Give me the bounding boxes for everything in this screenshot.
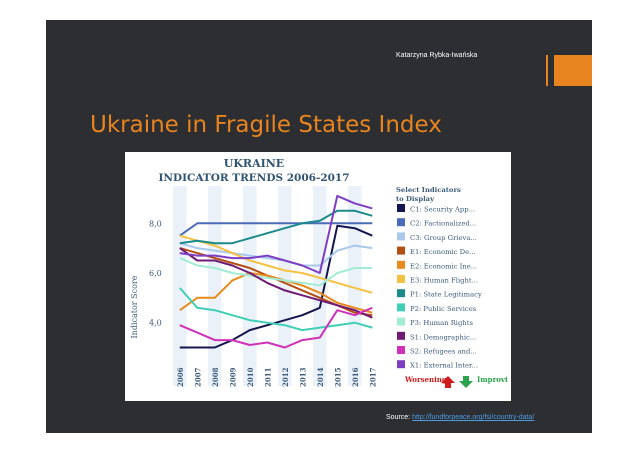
legend-label: E2: Economic Ine... [410, 262, 477, 270]
column-band [278, 186, 292, 386]
x-tick-label: 2015 [333, 367, 342, 387]
series-line [179, 209, 373, 245]
legend-swatch[interactable] [397, 275, 405, 283]
arrow-up-icon [441, 376, 455, 388]
series-line [179, 306, 373, 349]
legend-label: S2: Refugees and... [410, 348, 477, 356]
legend-swatch[interactable] [397, 317, 405, 326]
legend-swatch[interactable] [397, 303, 405, 312]
legend-label: P3: Human Rights [410, 319, 473, 327]
source-link[interactable]: http://fundforpeace.org/fsi/country-data… [412, 414, 535, 421]
series-line [179, 257, 373, 287]
x-tick-label: 2017 [368, 367, 377, 387]
y-tick-label: 6,0 [149, 269, 162, 278]
x-tick-label: 2006 [176, 367, 185, 387]
indicator-trends-chart: UKRAINE INDICATOR TRENDS 2006-2017 Indic… [130, 157, 508, 388]
x-tick-label: 2008 [211, 367, 220, 387]
improving-label: Improvi [477, 375, 508, 384]
worsening-label: Worsening [404, 375, 447, 384]
chart-title: UKRAINE [224, 157, 284, 170]
legend-title: Select Indicators to Display [396, 186, 461, 203]
source-citation: Source: http://fundforpeace.org/fsi/coun… [386, 414, 534, 421]
legend-swatch[interactable] [397, 331, 405, 340]
column-band [348, 186, 362, 386]
y-tick-label: 4,0 [149, 319, 162, 328]
y-axis-label: Indicator Score [130, 275, 139, 338]
x-tick-label: 2007 [193, 367, 202, 387]
chart-image: UKRAINE INDICATOR TRENDS 2006-2017 Indic… [125, 152, 511, 401]
x-tick-label: 2013 [298, 367, 307, 387]
legend-swatch[interactable] [397, 204, 405, 212]
legend-swatch[interactable] [397, 232, 405, 241]
legend-swatch[interactable] [397, 360, 405, 369]
accent-bar-thin [546, 55, 548, 86]
legend-label: P1: State Legitimacy [410, 291, 482, 299]
legend-swatch[interactable] [397, 260, 405, 269]
series-line [179, 272, 373, 314]
x-tick-label: 2010 [246, 367, 255, 387]
x-tick-label: 2016 [351, 367, 360, 387]
accent-bar-block [554, 55, 592, 86]
legend-label: C2: Factionalized... [410, 220, 476, 228]
legend-swatch[interactable] [397, 246, 405, 255]
x-tick-label: 2014 [316, 367, 325, 387]
series-line [179, 194, 373, 274]
series-line [179, 222, 373, 237]
legend-label: E3: Human Flight... [410, 277, 478, 285]
x-tick-label: 2012 [281, 367, 290, 387]
series-line [179, 247, 373, 319]
series-line [179, 242, 373, 267]
series-line [179, 287, 373, 332]
legend-label: C1: Security App... [410, 206, 475, 214]
author-name: Katarzyna Rybka-Iwańska [396, 52, 478, 59]
legend-label: P2: Public Services [410, 305, 477, 313]
slide-title: Ukraine in Fragile States Index [90, 112, 442, 138]
column-band [243, 186, 257, 386]
x-tick-label: 2011 [263, 367, 272, 387]
legend-swatch[interactable] [397, 218, 405, 227]
legend-label: C3: Group Grieva... [410, 234, 477, 242]
legend-swatch[interactable] [397, 289, 405, 298]
source-label: Source: [386, 414, 411, 421]
x-tick-label: 2009 [228, 367, 237, 387]
legend-label: E1: Economic De... [410, 248, 476, 256]
legend-label: X1: External Inter... [410, 362, 478, 370]
series-line [179, 234, 373, 294]
arrow-down-icon [459, 376, 473, 388]
column-band [173, 186, 187, 386]
series-line [179, 224, 373, 349]
y-tick-label: 8,0 [149, 219, 162, 228]
legend-label: S1: Demographic... [410, 333, 476, 341]
chart-subtitle: INDICATOR TRENDS 2006-2017 [158, 172, 349, 184]
column-band [208, 186, 222, 386]
legend-swatch[interactable] [397, 346, 405, 354]
